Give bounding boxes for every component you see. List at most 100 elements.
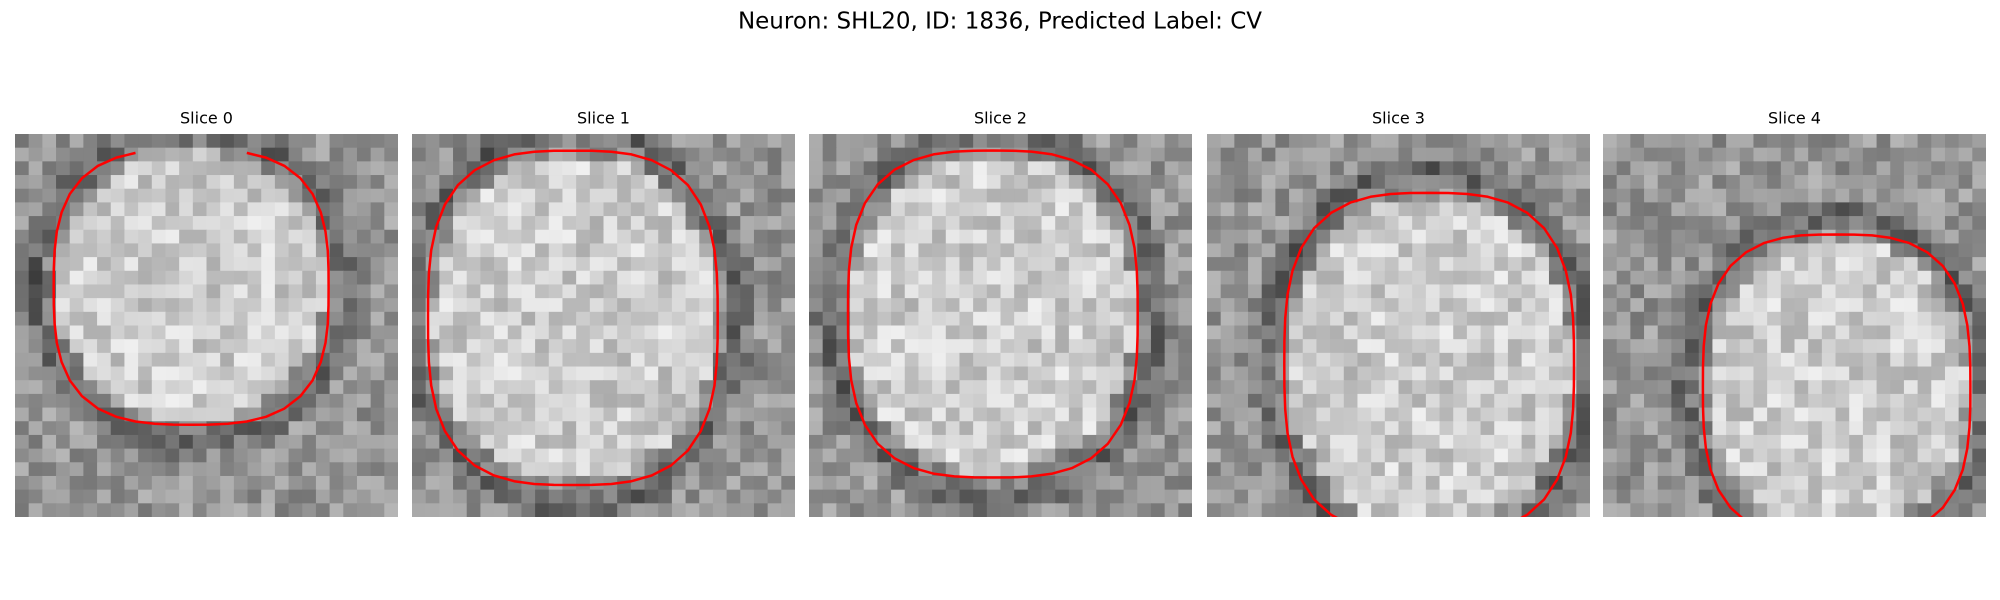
- pixel: [1289, 284, 1304, 299]
- pixel: [124, 475, 139, 491]
- pixel: [480, 339, 495, 354]
- pixel: [1082, 216, 1097, 231]
- pixel: [343, 216, 358, 231]
- pixel: [1712, 202, 1727, 217]
- pixel: [1808, 393, 1823, 409]
- pixel: [110, 366, 126, 381]
- pixel: [548, 503, 564, 517]
- pixel: [1357, 489, 1372, 504]
- pixel: [1657, 434, 1672, 450]
- pixel: [726, 366, 741, 381]
- pixel: [1521, 366, 1536, 381]
- pixel: [1178, 202, 1192, 217]
- pixel: [740, 311, 755, 327]
- pixel: [918, 257, 933, 272]
- pixel: [206, 352, 221, 368]
- pixel: [83, 366, 98, 381]
- pixel: [1862, 147, 1878, 162]
- pixel: [603, 325, 618, 340]
- pixel: [1261, 202, 1276, 217]
- pixel: [220, 134, 235, 149]
- pixel: [1109, 216, 1125, 231]
- pixel: [1849, 325, 1864, 340]
- pixel: [425, 147, 440, 162]
- pixel: [138, 325, 153, 340]
- pixel: [877, 475, 892, 491]
- pixel: [1644, 462, 1659, 477]
- pixel: [521, 325, 536, 340]
- pixel: [753, 188, 769, 203]
- pixel: [56, 311, 71, 327]
- pixel: [233, 298, 249, 313]
- pixel: [233, 243, 249, 258]
- pixel: [15, 475, 30, 491]
- pixel: [904, 202, 920, 217]
- pixel: [412, 243, 427, 258]
- pixel: [589, 134, 605, 149]
- pixel: [753, 380, 769, 395]
- pixel: [1248, 311, 1263, 327]
- pixel: [1398, 462, 1413, 477]
- pixel: [247, 489, 262, 504]
- pixel: [494, 448, 509, 463]
- pixel: [343, 434, 358, 450]
- pixel: [1302, 462, 1318, 477]
- pixel: [247, 393, 262, 409]
- pixel: [781, 175, 795, 190]
- pixel: [329, 216, 344, 231]
- pixel: [973, 311, 988, 327]
- pixel: [1849, 380, 1864, 395]
- pixel: [453, 134, 468, 149]
- pixel: [1630, 216, 1645, 231]
- pixel: [1753, 134, 1768, 149]
- pixel: [494, 503, 509, 517]
- pixel: [1548, 325, 1564, 340]
- pixel: [1712, 434, 1727, 450]
- pixel: [110, 475, 126, 491]
- pixel: [425, 366, 440, 381]
- pixel: [1000, 202, 1015, 217]
- pixel: [1630, 475, 1645, 491]
- pixel: [822, 216, 837, 231]
- pixel: [1027, 284, 1043, 299]
- pixel: [850, 161, 865, 176]
- pixel: [918, 489, 933, 504]
- pixel: [233, 188, 249, 203]
- pixel: [1289, 161, 1304, 176]
- pixel: [507, 489, 523, 504]
- pixel: [685, 325, 700, 340]
- pixel: [671, 175, 687, 190]
- pixel: [1398, 366, 1413, 381]
- pixel: [302, 161, 317, 176]
- pixel: [1917, 161, 1932, 176]
- pixel: [1055, 434, 1070, 450]
- pixel: [1480, 352, 1495, 368]
- pixel: [1041, 243, 1056, 258]
- pixel: [891, 216, 906, 231]
- pixel: [261, 339, 276, 354]
- pixel: [685, 298, 700, 313]
- pixel: [986, 448, 1002, 463]
- pixel: [1644, 298, 1659, 313]
- pixel: [261, 489, 276, 504]
- pixel: [521, 434, 536, 450]
- pixel: [1425, 380, 1441, 395]
- pixel: [329, 434, 344, 450]
- pixel: [261, 311, 276, 327]
- pixel: [1480, 257, 1495, 272]
- pixel: [712, 503, 728, 517]
- pixel: [1302, 216, 1318, 231]
- pixel: [1068, 188, 1084, 203]
- pixel: [1576, 352, 1590, 368]
- pixel: [644, 352, 659, 368]
- pixel: [671, 339, 687, 354]
- pixel: [1000, 175, 1015, 190]
- pixel: [1316, 407, 1331, 422]
- pixel: [1453, 298, 1468, 313]
- pixel: [1931, 298, 1946, 313]
- pixel: [945, 161, 961, 176]
- pixel: [1234, 489, 1249, 504]
- pixel: [1123, 503, 1138, 517]
- pixel: [1644, 284, 1659, 299]
- pixel: [986, 393, 1002, 409]
